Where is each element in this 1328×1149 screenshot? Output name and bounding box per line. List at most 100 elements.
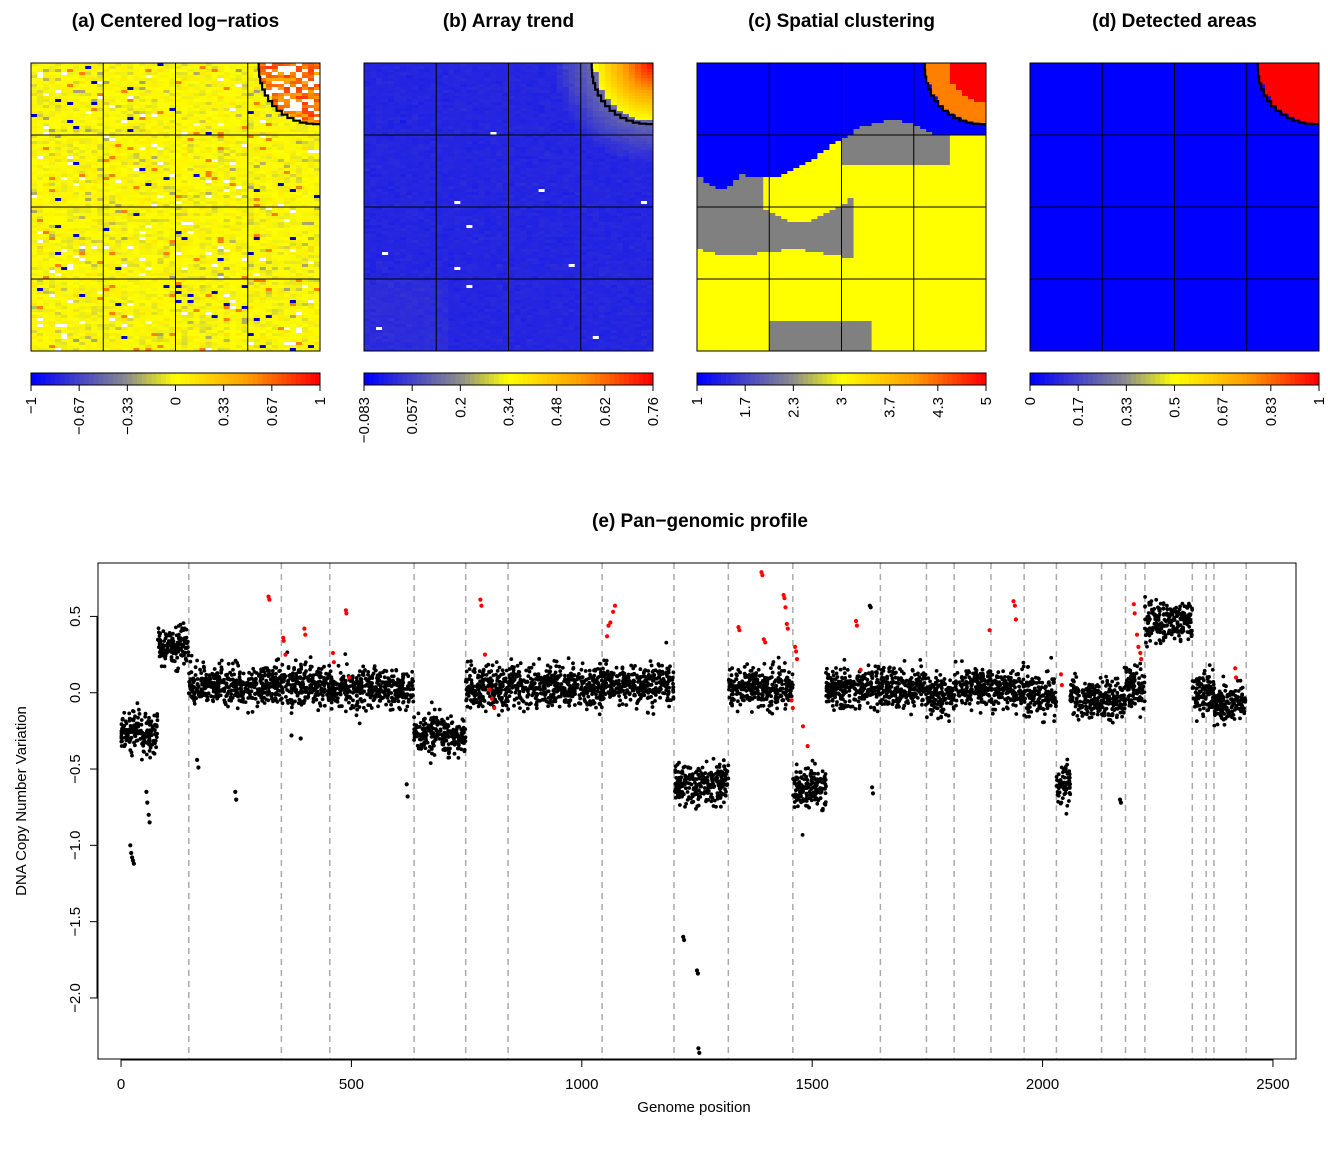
data-point (751, 666, 755, 670)
data-point (504, 691, 509, 696)
data-point (1039, 706, 1043, 711)
data-point (909, 676, 914, 680)
data-point (782, 668, 787, 673)
data-point (559, 691, 564, 696)
data-point (1020, 667, 1024, 672)
data-point (639, 687, 644, 692)
data-point (1043, 698, 1047, 703)
data-point (813, 761, 817, 766)
data-point (1062, 780, 1067, 785)
data-point (776, 655, 781, 660)
data-point (525, 679, 529, 684)
data-point (442, 725, 447, 730)
data-point (719, 786, 723, 791)
data-point (671, 695, 676, 700)
data-point (714, 775, 719, 780)
data-point (278, 668, 282, 673)
data-point (242, 682, 247, 686)
data-point (718, 779, 723, 783)
data-point (934, 706, 939, 710)
data-point (355, 699, 360, 704)
data-point (805, 781, 810, 785)
data-point (700, 779, 705, 784)
data-point (1056, 793, 1061, 798)
data-point (879, 671, 884, 676)
data-point (1062, 792, 1067, 797)
data-point (190, 696, 195, 700)
data-point (338, 671, 343, 675)
data-point (218, 688, 222, 692)
data-point (706, 783, 711, 788)
data-point (357, 673, 361, 678)
data-point (866, 681, 871, 686)
data-point (356, 688, 361, 693)
data-point (895, 696, 900, 701)
data-point (1056, 772, 1061, 777)
data-point (408, 687, 413, 692)
data-point (671, 685, 676, 690)
data-point (959, 684, 964, 689)
data-point (474, 692, 479, 697)
data-point (1133, 701, 1137, 706)
data-point (705, 779, 709, 784)
data-point (695, 792, 700, 797)
data-point (1029, 682, 1034, 686)
data-point (726, 763, 731, 768)
data-point (512, 677, 517, 682)
data-point (1084, 687, 1089, 691)
data-point (875, 671, 879, 675)
data-point (841, 693, 845, 697)
data-point (584, 707, 589, 712)
data-point (462, 747, 467, 752)
data-point (405, 687, 410, 691)
data-point (785, 675, 789, 680)
data-point (821, 806, 825, 811)
data-point (178, 622, 183, 627)
data-point (1058, 784, 1063, 789)
data-point (783, 707, 788, 711)
data-point (767, 704, 772, 708)
data-point (351, 698, 355, 703)
data-point (594, 705, 598, 710)
data-point (979, 676, 983, 681)
data-point (920, 702, 924, 707)
data-point (675, 776, 680, 781)
data-point (925, 715, 929, 720)
data-point (901, 671, 906, 676)
data-point (464, 680, 469, 684)
data-point (646, 711, 650, 715)
data-point (209, 673, 214, 677)
data-point (1114, 715, 1119, 720)
data-point (1027, 688, 1032, 693)
data-point (941, 698, 945, 703)
data-point (516, 669, 521, 674)
data-point (823, 772, 828, 776)
data-point (1067, 785, 1072, 790)
data-point (736, 699, 740, 704)
data-point (577, 672, 581, 676)
data-point (638, 667, 643, 672)
data-point (823, 791, 828, 796)
data-point (469, 659, 473, 664)
data-point (697, 775, 702, 779)
data-point (231, 667, 235, 672)
data-point (468, 673, 472, 678)
data-point (895, 703, 900, 708)
data-point (1063, 766, 1068, 771)
data-point (529, 701, 533, 706)
data-point (1018, 690, 1022, 695)
data-point (856, 690, 861, 694)
data-point (938, 698, 943, 703)
data-point (783, 702, 788, 707)
data-point (660, 663, 664, 668)
data-point (199, 678, 204, 683)
data-point (147, 749, 152, 753)
data-point (186, 650, 191, 654)
data-point (631, 688, 636, 693)
data-point (620, 702, 625, 706)
data-point (449, 721, 454, 726)
data-point (1070, 695, 1075, 700)
data-point (715, 772, 720, 777)
data-point (918, 681, 923, 685)
data-point (371, 685, 376, 690)
